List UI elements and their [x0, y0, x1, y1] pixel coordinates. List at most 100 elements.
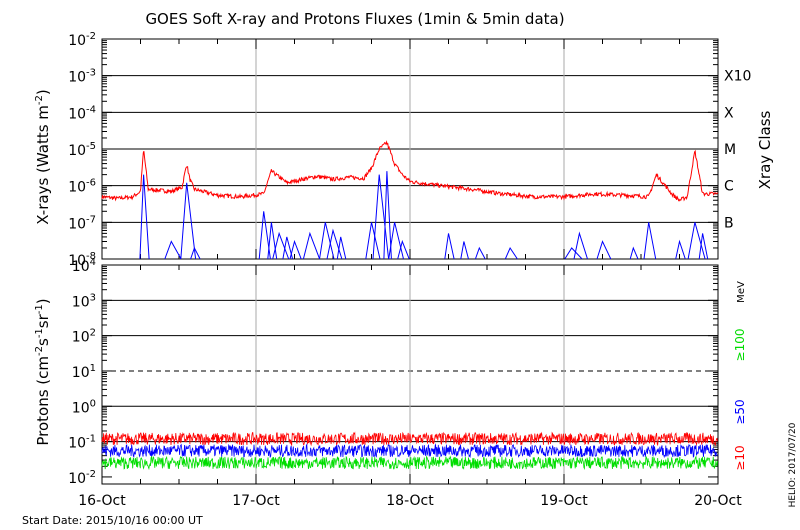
xray-ytick-label-exp: -4 — [86, 104, 96, 115]
proton-axis-label-main: Protons (cm — [34, 356, 52, 446]
xray-short-series-spike — [272, 231, 290, 260]
x-tick-label: 16-Oct — [78, 493, 126, 509]
proton-axis-label-sr: sr — [34, 313, 52, 328]
xray-short-series-spike — [180, 182, 197, 260]
proton-ytick-label: 104 — [72, 257, 96, 275]
xray-ytick-label-exp: -7 — [86, 214, 96, 225]
proton-axis-label-s: s — [34, 338, 52, 346]
proton-ytick-label-base: 10 — [72, 259, 90, 275]
start-date-label: Start Date: 2015/10/16 00:00 UT — [22, 514, 203, 527]
proton-legend-label: ≥10 — [733, 445, 747, 470]
xray-short-series-spike — [289, 239, 302, 260]
proton-ytick-label-exp: 1 — [90, 363, 96, 374]
xray-short-series-spike — [258, 211, 271, 260]
proton-ytick-label-base: 10 — [72, 365, 90, 381]
x-tick-label: 19-Oct — [540, 493, 588, 509]
xray-class-label: C — [724, 179, 734, 195]
proton-unit-label: MeV — [736, 281, 747, 303]
proton-ytick-label-base: 10 — [72, 330, 90, 346]
x-tick-label: 20-Oct — [694, 493, 742, 509]
proton-ytick-label: 102 — [72, 328, 96, 346]
proton-ytick-label-base: 10 — [68, 471, 86, 487]
xray-ytick-label-exp: -8 — [86, 251, 96, 262]
proton-ytick-label-exp: 4 — [90, 257, 96, 268]
xray-short-series-spike — [643, 222, 657, 260]
credit-label: HELIO: 2017/07/20 — [788, 422, 798, 507]
xray-short-series-spike — [365, 222, 381, 260]
xray-ytick-label: 10-5 — [68, 141, 96, 159]
xray-short-series-spike — [164, 240, 182, 260]
xray-short-series-spike — [302, 231, 321, 260]
xray-short-series-spike — [687, 222, 706, 260]
xray-ytick-label-base: 10 — [68, 143, 86, 159]
xray-ytick-label: 10-7 — [68, 214, 96, 232]
xray-axis-label-main: X-rays (Watts m — [34, 105, 52, 225]
x-tick-label: 17-Oct — [232, 493, 280, 509]
proton-ytick-label-exp: -2 — [86, 469, 96, 480]
xray-frame — [101, 38, 719, 260]
xray-class-label: X10 — [724, 69, 751, 85]
xray-ytick-label: 10-8 — [68, 251, 96, 269]
proton-ytick-label-base: 10 — [72, 294, 90, 310]
xray-ytick-label-base: 10 — [68, 70, 86, 86]
chart-title: GOES Soft X-ray and Protons Fluxes (1min… — [145, 10, 564, 28]
xray-short-series-spike — [444, 233, 455, 260]
xray-short-series-spike — [267, 222, 278, 260]
proton-ytick-label: 100 — [72, 398, 96, 416]
xray-short-series-spike — [460, 241, 469, 260]
xray-ytick-label-exp: -5 — [86, 141, 96, 152]
xray-short-series-spike — [564, 247, 583, 260]
x-tick-label: 18-Oct — [386, 493, 434, 509]
proton-axis-label-sup2: -1 — [34, 328, 45, 338]
proton-series-line — [101, 431, 718, 447]
proton-ytick-label-exp: 0 — [90, 398, 96, 409]
xray-long-series-line — [101, 140, 719, 202]
xray-ytick-label: 10-2 — [68, 31, 96, 49]
xray-short-series-spike — [629, 246, 639, 260]
xray-ytick-label-base: 10 — [68, 180, 86, 196]
proton-series-line — [101, 455, 718, 471]
xray-axis-label-close: ) — [34, 89, 52, 95]
xray-short-series-spike — [698, 233, 709, 260]
proton-ytick-label-exp: 3 — [90, 292, 96, 303]
proton-ytick-label-exp: -1 — [86, 434, 96, 445]
xray-axis-label-sup: -2 — [34, 95, 45, 105]
proton-axis-label-sup3: -1 — [34, 304, 45, 314]
xray-ytick-label-base: 10 — [68, 253, 86, 269]
proton-axis-label: Protons (cm-2s-1sr-1) — [34, 298, 52, 445]
xray-short-series-spike — [282, 236, 294, 260]
xray-ytick-label-exp: -3 — [86, 68, 96, 79]
xray-ytick-label-exp: -2 — [86, 31, 96, 42]
xray-class-label: M — [724, 142, 736, 158]
xray-short-series-spike — [596, 240, 612, 260]
xray-short-series-spike — [504, 246, 518, 260]
proton-legend-label: ≥50 — [733, 399, 747, 424]
xray-ytick-label-base: 10 — [68, 33, 86, 49]
xray-short-series-spike — [372, 174, 390, 260]
proton-axis-label-close: ) — [34, 298, 52, 304]
proton-frame — [101, 264, 719, 485]
xray-ytick-label-base: 10 — [68, 216, 86, 232]
xray-ytick-label: 10-4 — [68, 104, 96, 122]
xray-class-axis-title: Xray Class — [756, 110, 774, 189]
xray-ytick-label: 10-6 — [68, 178, 96, 196]
xray-short-series-spike — [573, 231, 588, 260]
xray-short-series-spike — [383, 171, 392, 260]
xray-ytick-label-base: 10 — [68, 106, 86, 122]
xray-short-series-spike — [139, 174, 150, 260]
xray-ytick-label: 10-3 — [68, 68, 96, 86]
xray-axis-label: X-rays (Watts m-2) — [34, 89, 52, 224]
proton-ytick-label-base: 10 — [68, 436, 86, 452]
xray-short-series-spike — [336, 236, 347, 260]
xray-short-series-spike — [190, 246, 201, 260]
proton-ytick-label-exp: 2 — [90, 328, 96, 339]
proton-ytick-label: 101 — [72, 363, 96, 381]
xray-class-label: B — [724, 215, 734, 231]
xray-short-series-spike — [474, 246, 486, 260]
proton-ytick-label-base: 10 — [72, 400, 90, 416]
xray-class-label: X — [724, 105, 734, 121]
proton-ytick-label: 10-2 — [68, 469, 96, 487]
